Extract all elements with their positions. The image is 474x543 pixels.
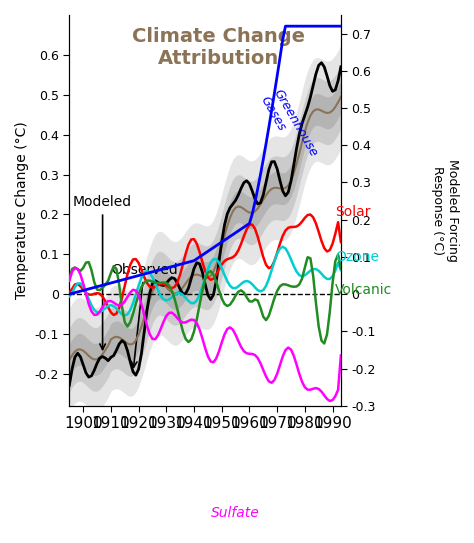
- Text: Sulfate: Sulfate: [211, 507, 260, 521]
- Text: Volcanic: Volcanic: [335, 283, 392, 298]
- Text: Greenhouse
Gases: Greenhouse Gases: [258, 87, 320, 167]
- Text: Modeled: Modeled: [73, 195, 132, 350]
- Y-axis label: Modeled Forcing
Response (°C): Modeled Forcing Response (°C): [431, 159, 459, 262]
- Text: Climate Change
Attribution: Climate Change Attribution: [132, 27, 305, 68]
- Text: Observed: Observed: [111, 263, 178, 367]
- Text: Solar: Solar: [335, 205, 371, 219]
- Y-axis label: Temperature Change (°C): Temperature Change (°C): [15, 122, 29, 299]
- Text: Ozone: Ozone: [335, 250, 379, 264]
